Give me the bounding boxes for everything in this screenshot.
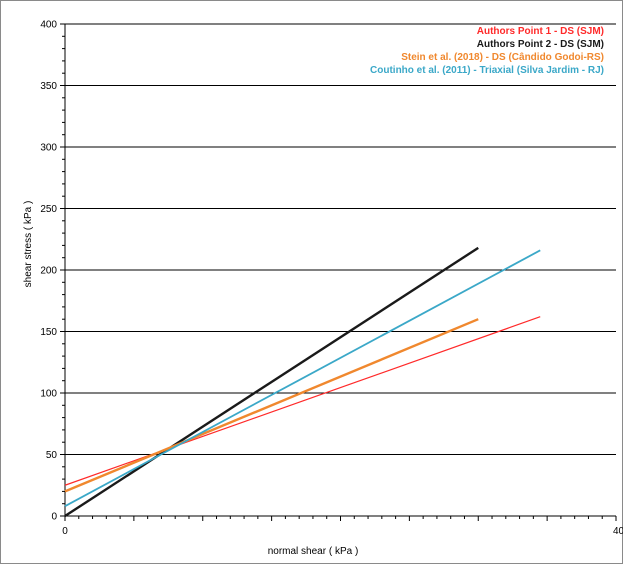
legend-entry-3: Coutinho et al. (2011) - Triaxial (Silva… <box>370 65 604 76</box>
y-tick-label: 300 <box>40 143 57 154</box>
y-axis-ticks: 0 50 100 150 200 250 300 350 400 <box>40 20 65 523</box>
y-axis-title: shear stress ( kPa ) <box>23 201 34 288</box>
series-line-3 <box>64 249 541 507</box>
legend-entry-0: Authors Point 1 - DS (SJM) <box>477 26 604 37</box>
x-tick-label: 400 <box>613 526 623 537</box>
y-tick-label: 50 <box>46 450 58 461</box>
x-tick-label: 0 <box>62 526 68 537</box>
legend-entry-2: Stein et al. (2018) - DS (Cândido Godoi-… <box>401 52 604 63</box>
series-line-0 <box>64 316 541 486</box>
y-tick-label: 100 <box>40 389 57 400</box>
x-axis-ticks: 0 400 <box>62 516 623 537</box>
y-tick-label: 250 <box>40 204 57 215</box>
legend-entry-1: Authors Point 2 - DS (SJM) <box>477 39 604 50</box>
series-line-1 <box>64 246 479 518</box>
x-axis-title: normal shear ( kPa ) <box>268 546 359 557</box>
y-tick-label: 350 <box>40 81 57 92</box>
grid-lines <box>65 23 616 455</box>
series-line-2 <box>64 318 479 493</box>
y-tick-label: 200 <box>40 266 57 277</box>
y-tick-label: 0 <box>51 512 57 523</box>
legend: Authors Point 1 - DS (SJM) Authors Point … <box>370 26 604 76</box>
series-lines <box>64 246 541 518</box>
y-tick-label: 150 <box>40 327 57 338</box>
y-tick-label: 400 <box>40 20 57 31</box>
